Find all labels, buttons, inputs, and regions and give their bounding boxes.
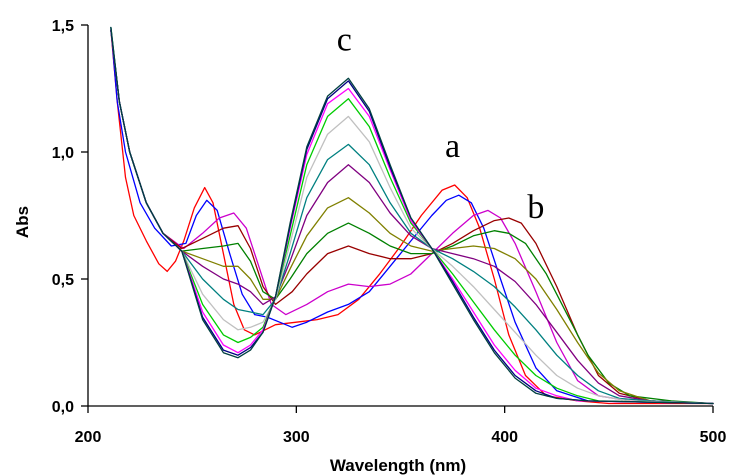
- series-line-10: [110, 29, 714, 405]
- x-tick-label-400: 400: [491, 429, 518, 446]
- series-line-9: [110, 29, 714, 405]
- y-axis-title: Abs: [13, 206, 32, 238]
- series-line-2: [110, 26, 714, 405]
- series-line-5: [110, 26, 714, 405]
- x-tick-label-300: 300: [283, 429, 310, 446]
- axes-layer: [87, 25, 713, 407]
- series-line-3: [110, 29, 714, 405]
- curve-label-a: a: [445, 128, 460, 165]
- y-tick-label-1: 0,5: [52, 272, 74, 289]
- x-tick-label-200: 200: [75, 429, 102, 446]
- series-line-12: [110, 29, 714, 405]
- series-layer: [110, 26, 714, 405]
- series-line-4: [110, 29, 714, 405]
- series-line-6: [110, 29, 714, 405]
- series-line-7: [110, 29, 714, 405]
- series-line-11: [110, 29, 714, 405]
- curve-label-c: c: [337, 21, 352, 58]
- x-tick-label-500: 500: [700, 429, 727, 446]
- y-tick-label-3: 1,5: [52, 18, 74, 35]
- x-axis-title: Wavelength (nm): [330, 456, 466, 475]
- annotation-layer: a b c: [337, 21, 545, 226]
- y-tick-label-0: 0,0: [52, 399, 74, 416]
- series-line-8: [110, 29, 714, 405]
- curve-label-b: b: [527, 189, 544, 226]
- series-line-1: [110, 29, 714, 405]
- series-line-13: [110, 26, 714, 405]
- y-tick-label-2: 1,0: [52, 145, 74, 162]
- ticks-layer: 200 300 400 500 0,0 0,5 1,0 1,5: [52, 18, 727, 446]
